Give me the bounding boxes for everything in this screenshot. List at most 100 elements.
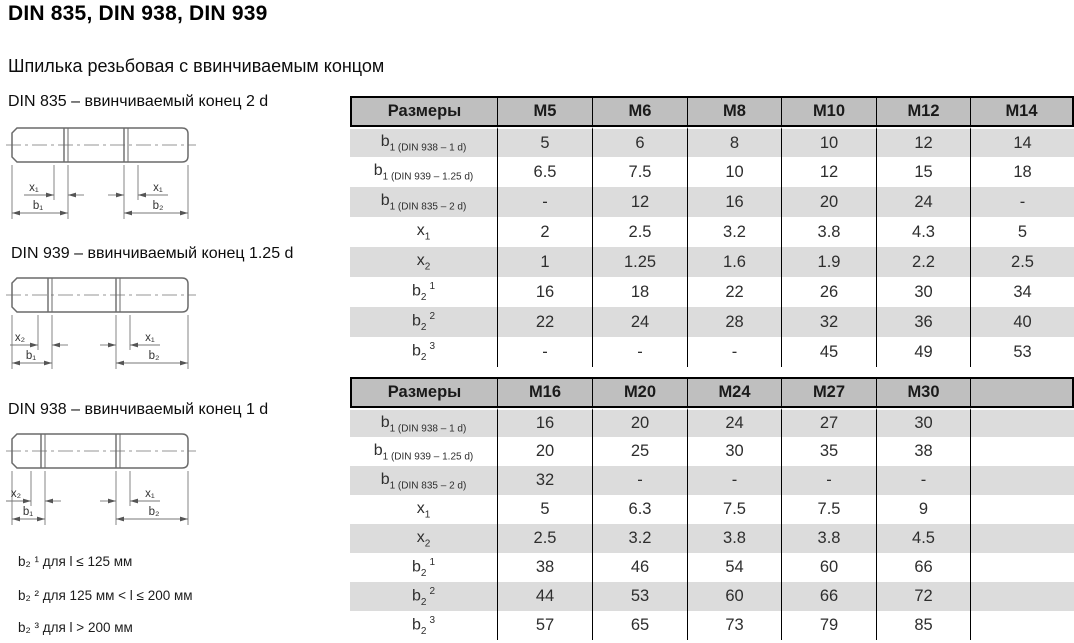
row-label: b23 — [350, 337, 497, 367]
dim-label-x-right: x₁ — [145, 488, 155, 500]
table-row: b1 (DIN 939 – 1.25 d) 6.5 7.5 10 12 15 18 — [350, 157, 1074, 187]
value-cell: 1.25 — [592, 247, 687, 277]
value-cell: 12 — [592, 187, 687, 217]
value-cell: 2.5 — [592, 217, 687, 247]
value-cell — [970, 408, 1074, 437]
table-row: b23 57 65 73 79 85 — [350, 611, 1074, 640]
row-label: b21 — [350, 277, 497, 307]
value-cell: 2 — [497, 217, 592, 247]
size-column-header: Размеры — [350, 96, 497, 127]
value-cell: 30 — [876, 408, 970, 437]
diagram-caption-din835: DIN 835 – ввинчиваемый конец 2 d — [8, 93, 269, 110]
value-cell: - — [781, 466, 876, 495]
value-cell: 24 — [592, 307, 687, 337]
row-label: b1 (DIN 938 – 1 d) — [350, 127, 497, 157]
value-cell — [970, 437, 1074, 466]
table-row: b1 (DIN 835 – 2 d) -12 16 20 24- — [350, 187, 1074, 217]
value-cell: 54 — [687, 553, 781, 582]
value-cell: 3.8 — [687, 524, 781, 553]
value-cell: 53 — [592, 582, 687, 611]
row-label: b1 (DIN 938 – 1 d) — [350, 408, 497, 437]
value-cell: 34 — [970, 277, 1074, 307]
value-cell: 3.8 — [781, 524, 876, 553]
value-cell: 12 — [876, 127, 970, 157]
value-cell: 2.2 — [876, 247, 970, 277]
row-label: b1 (DIN 835 – 2 d) — [350, 466, 497, 495]
value-cell: 22 — [687, 277, 781, 307]
row-label: x1 — [350, 217, 497, 247]
table-row: x2 1 1.25 1.6 1.9 2.2 2.5 — [350, 247, 1074, 277]
table-row: x1 5 6.3 7.5 7.5 9 — [350, 495, 1074, 524]
page-title: DIN 835, DIN 938, DIN 939 — [8, 2, 268, 25]
value-cell: 65 — [592, 611, 687, 640]
row-label: b23 — [350, 611, 497, 640]
value-cell: 38 — [876, 437, 970, 466]
value-cell: 1 — [497, 247, 592, 277]
value-cell: 1.6 — [687, 247, 781, 277]
value-cell: 6.5 — [497, 157, 592, 187]
table-row: b21 38 46 54 60 66 — [350, 553, 1074, 582]
table-header-row: Размеры M5 M6 M8 M10 M12 M14 — [350, 96, 1074, 127]
value-cell — [970, 553, 1074, 582]
value-cell: 16 — [497, 277, 592, 307]
value-cell: 25 — [592, 437, 687, 466]
stud-diagram-din939: x₂ x₁ b₁ b₂ — [6, 277, 196, 369]
value-cell: 10 — [781, 127, 876, 157]
value-cell: - — [592, 466, 687, 495]
footnote-b2-3: b₂ ³ для l > 200 мм — [18, 620, 133, 635]
value-cell: 20 — [497, 437, 592, 466]
value-cell: 45 — [781, 337, 876, 367]
column-header-M12: M12 — [876, 96, 970, 127]
table-row: x1 2 2.5 3.2 3.8 4.3 5 — [350, 217, 1074, 247]
size-column-header: Размеры — [350, 377, 497, 408]
stud-diagram-din835: x₁ x₁ b₁ b₂ — [6, 127, 196, 219]
value-cell: 7.5 — [687, 495, 781, 524]
value-cell: 79 — [781, 611, 876, 640]
footnote-b2-2: b₂ ² для 125 мм < l ≤ 200 мм — [18, 588, 193, 603]
value-cell: 15 — [876, 157, 970, 187]
table-row: b1 (DIN 938 – 1 d) 16 20 24 27 30 — [350, 408, 1074, 437]
column-header-M14: M14 — [970, 96, 1074, 127]
row-label: b1 (DIN 939 – 1.25 d) — [350, 157, 497, 187]
value-cell: 7.5 — [592, 157, 687, 187]
value-cell: 30 — [876, 277, 970, 307]
column-header-M30: M30 — [876, 377, 970, 408]
table-row: b1 (DIN 938 – 1 d) 5 6 8 10 12 14 — [350, 127, 1074, 157]
table-header-row: Размеры M16 M20 M24 M27 M30 — [350, 377, 1074, 408]
value-cell: 2.5 — [970, 247, 1074, 277]
value-cell: 32 — [497, 466, 592, 495]
value-cell: 6.3 — [592, 495, 687, 524]
value-cell — [970, 582, 1074, 611]
value-cell: 18 — [592, 277, 687, 307]
value-cell: 46 — [592, 553, 687, 582]
value-cell: 26 — [781, 277, 876, 307]
value-cell: 66 — [781, 582, 876, 611]
value-cell: 14 — [970, 127, 1074, 157]
value-cell: 38 — [497, 553, 592, 582]
value-cell: - — [687, 337, 781, 367]
dim-label-b-left: b₁ — [23, 506, 33, 518]
table-row: b22 44 53 60 66 72 — [350, 582, 1074, 611]
value-cell: 5 — [497, 495, 592, 524]
dim-label-b-left: b₁ — [26, 350, 36, 362]
value-cell: 3.2 — [592, 524, 687, 553]
value-cell: 16 — [687, 187, 781, 217]
value-cell: 4.3 — [876, 217, 970, 247]
row-label: b1 (DIN 939 – 1.25 d) — [350, 437, 497, 466]
row-label: x2 — [350, 524, 497, 553]
row-label: b22 — [350, 582, 497, 611]
value-cell: - — [497, 187, 592, 217]
row-label: x2 — [350, 247, 497, 277]
value-cell: - — [592, 337, 687, 367]
value-cell: 12 — [781, 157, 876, 187]
dim-label-x-right: x₁ — [153, 182, 163, 194]
value-cell: 35 — [781, 437, 876, 466]
value-cell: 36 — [876, 307, 970, 337]
value-cell: 27 — [781, 408, 876, 437]
footnote-b2-1: b₂ ¹ для l ≤ 125 мм — [18, 554, 133, 569]
row-label: x1 — [350, 495, 497, 524]
value-cell: 72 — [876, 582, 970, 611]
dim-label-x-right: x₁ — [145, 332, 155, 344]
value-cell: 30 — [687, 437, 781, 466]
value-cell: 49 — [876, 337, 970, 367]
